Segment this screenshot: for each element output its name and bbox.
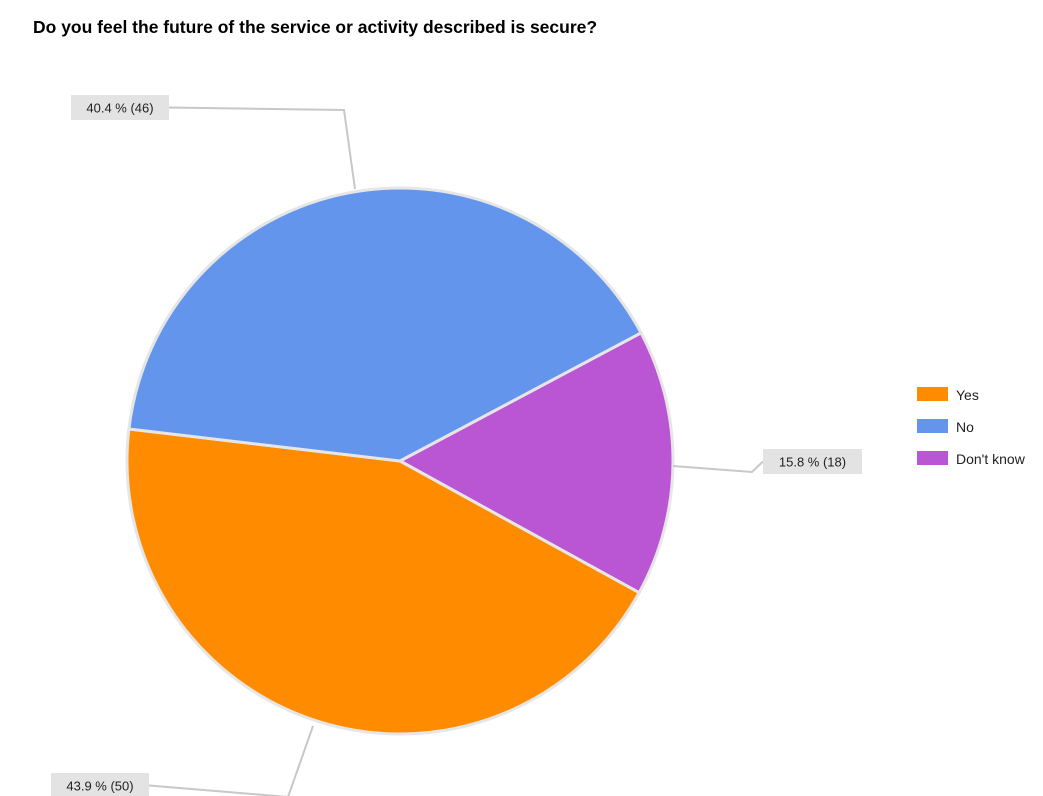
legend-label-no: No	[956, 419, 974, 435]
legend-label-don-t-know: Don't know	[956, 451, 1026, 467]
pie-slice-yes[interactable]	[125, 427, 642, 736]
leader-line-no	[168, 106, 356, 190]
pie-slice-no[interactable]	[127, 186, 644, 463]
label-leader-lines	[148, 106, 764, 796]
legend-label-yes: Yes	[956, 387, 979, 403]
slice-data-labels: 40.4 % (46) 15.8 % (18) 43.9 % (50)	[51, 95, 862, 796]
pie-slices	[125, 186, 675, 736]
legend-swatch-no	[917, 419, 948, 433]
legend-swatch-yes	[917, 387, 948, 401]
chart-title: Do you feel the future of the service or…	[33, 17, 598, 37]
leader-line-yes	[148, 725, 314, 796]
data-label-box-no	[71, 95, 169, 120]
data-label-yes: 43.9 % (50)	[66, 779, 133, 794]
legend: Yes No Don't know	[917, 387, 1026, 467]
data-label-box-yes	[51, 773, 149, 796]
data-label-don-t-know: 15.8 % (18)	[779, 455, 846, 470]
data-label-box-don-t-know	[763, 449, 862, 474]
pie-slice-don-t-know[interactable]	[396, 330, 675, 595]
legend-swatch-don-t-know	[917, 451, 948, 465]
data-label-no: 40.4 % (46)	[86, 101, 153, 116]
leader-line-don-t-know	[672, 460, 764, 474]
